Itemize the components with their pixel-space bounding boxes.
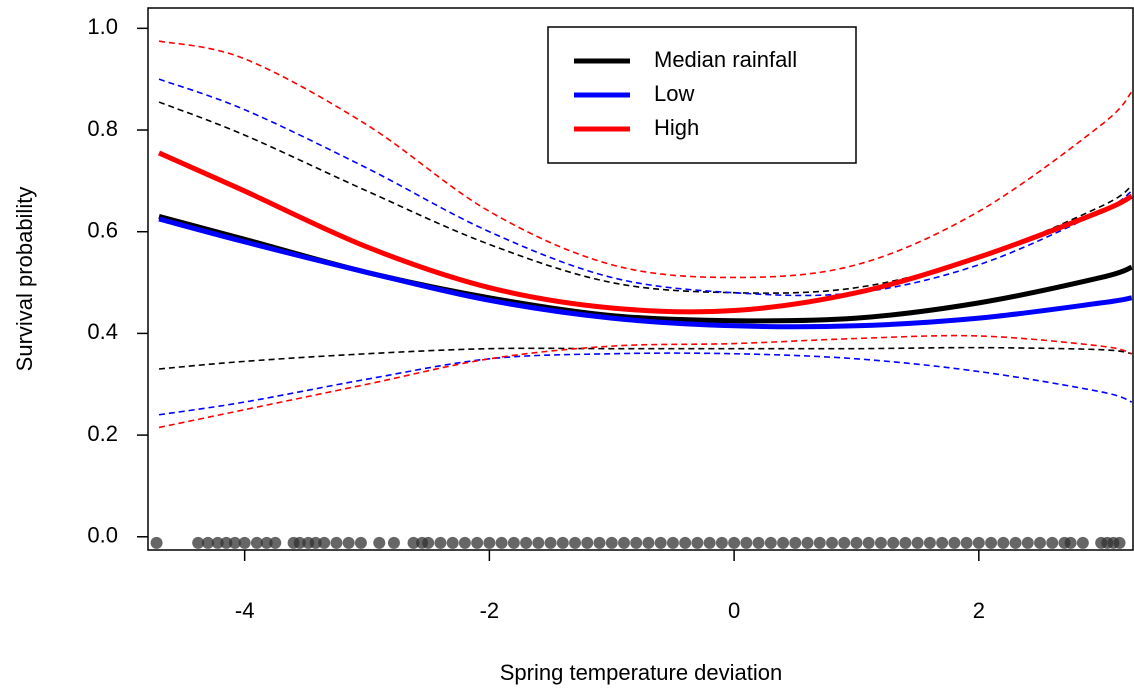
rug-point bbox=[238, 536, 251, 549]
ci-line bbox=[158, 40, 1133, 279]
y-tick-label: 1.0 bbox=[87, 14, 118, 39]
rug-point bbox=[342, 536, 355, 549]
rug-point bbox=[972, 536, 985, 549]
series-line bbox=[158, 216, 1133, 330]
y-axis-label: Survival probability bbox=[12, 187, 37, 372]
rug-point bbox=[679, 536, 692, 549]
rug-point bbox=[330, 536, 343, 549]
x-tick-label: -4 bbox=[235, 598, 255, 623]
rug-point bbox=[642, 536, 655, 549]
rug-point bbox=[581, 536, 594, 549]
rug-point bbox=[777, 536, 790, 549]
rug-point bbox=[1064, 536, 1077, 549]
rug-point bbox=[997, 536, 1010, 549]
rug-point bbox=[293, 536, 306, 549]
y-tick-label: 0.2 bbox=[87, 421, 118, 446]
rug-point bbox=[703, 536, 716, 549]
rug-point bbox=[593, 536, 606, 549]
rug-point bbox=[752, 536, 765, 549]
rug-point bbox=[150, 536, 163, 549]
y-tick-label: 0.8 bbox=[87, 116, 118, 141]
rug-point bbox=[728, 536, 741, 549]
x-axis-label: Spring temperature deviation bbox=[500, 660, 783, 685]
rug-point bbox=[630, 536, 643, 549]
rug-point bbox=[887, 536, 900, 549]
rug-point bbox=[1034, 536, 1047, 549]
rug-point bbox=[407, 536, 420, 549]
rug-point bbox=[269, 536, 282, 549]
rug-point bbox=[483, 536, 496, 549]
legend-label: High bbox=[654, 115, 699, 140]
rug-point bbox=[201, 536, 214, 549]
rug-point bbox=[1046, 536, 1059, 549]
rug-point bbox=[948, 536, 961, 549]
rug-point bbox=[911, 536, 924, 549]
rug-point bbox=[532, 536, 545, 549]
rug-point bbox=[556, 536, 569, 549]
rug-point bbox=[211, 536, 224, 549]
rug-point bbox=[507, 536, 520, 549]
rug-point bbox=[862, 536, 875, 549]
rug-point bbox=[434, 536, 447, 549]
x-tick-label: -2 bbox=[480, 598, 500, 623]
rug-point bbox=[654, 536, 667, 549]
y-tick-label: 0.0 bbox=[87, 523, 118, 548]
rug-point bbox=[960, 536, 973, 549]
x-tick-label: 0 bbox=[728, 598, 740, 623]
rug-point bbox=[495, 536, 508, 549]
rug-point bbox=[899, 536, 912, 549]
rug-point bbox=[936, 536, 949, 549]
rug-point bbox=[1113, 536, 1126, 549]
rug-point bbox=[985, 536, 998, 549]
rug-point bbox=[1076, 536, 1089, 549]
rug-point bbox=[220, 536, 233, 549]
rug-point bbox=[850, 536, 863, 549]
rug-point bbox=[373, 536, 386, 549]
rug-point bbox=[544, 536, 557, 549]
rug-point bbox=[605, 536, 618, 549]
rug-point bbox=[354, 536, 367, 549]
rug-point bbox=[617, 536, 630, 549]
rug-point bbox=[1009, 536, 1022, 549]
rug-point bbox=[691, 536, 704, 549]
series-line bbox=[158, 214, 1133, 324]
rug-point bbox=[923, 536, 936, 549]
rug-point bbox=[471, 536, 484, 549]
rug-point bbox=[422, 536, 435, 549]
rug-point bbox=[250, 536, 263, 549]
plot-frame bbox=[147, 7, 1134, 551]
rug-point bbox=[715, 536, 728, 549]
rug-point bbox=[446, 536, 459, 549]
rug-point bbox=[458, 536, 471, 549]
rug-point bbox=[838, 536, 851, 549]
rug-point bbox=[228, 536, 241, 549]
rug-point bbox=[666, 536, 679, 549]
rug-point bbox=[825, 536, 838, 549]
rug-point bbox=[387, 536, 400, 549]
ci-line bbox=[158, 346, 1132, 370]
rug-point bbox=[740, 536, 753, 549]
legend-label: Median rainfall bbox=[654, 47, 797, 72]
rug-point bbox=[318, 536, 331, 549]
rug-point bbox=[801, 536, 814, 549]
legend-label: Low bbox=[654, 81, 694, 106]
ci-line bbox=[158, 334, 1133, 429]
y-tick-label: 0.6 bbox=[87, 218, 118, 243]
series-line bbox=[157, 150, 1133, 315]
rug-point bbox=[1021, 536, 1034, 549]
ci-line bbox=[158, 352, 1133, 416]
rug-point bbox=[309, 536, 322, 549]
rug-point bbox=[520, 536, 533, 549]
rug-point bbox=[192, 536, 205, 549]
x-tick-label: 2 bbox=[973, 598, 985, 623]
rug-point bbox=[789, 536, 802, 549]
ci-line bbox=[158, 78, 1133, 297]
rug-point bbox=[764, 536, 777, 549]
y-tick-label: 0.4 bbox=[87, 319, 118, 344]
rug-point bbox=[260, 536, 273, 549]
rug-point bbox=[874, 536, 887, 549]
rug-point bbox=[813, 536, 826, 549]
rug-point bbox=[569, 536, 582, 549]
